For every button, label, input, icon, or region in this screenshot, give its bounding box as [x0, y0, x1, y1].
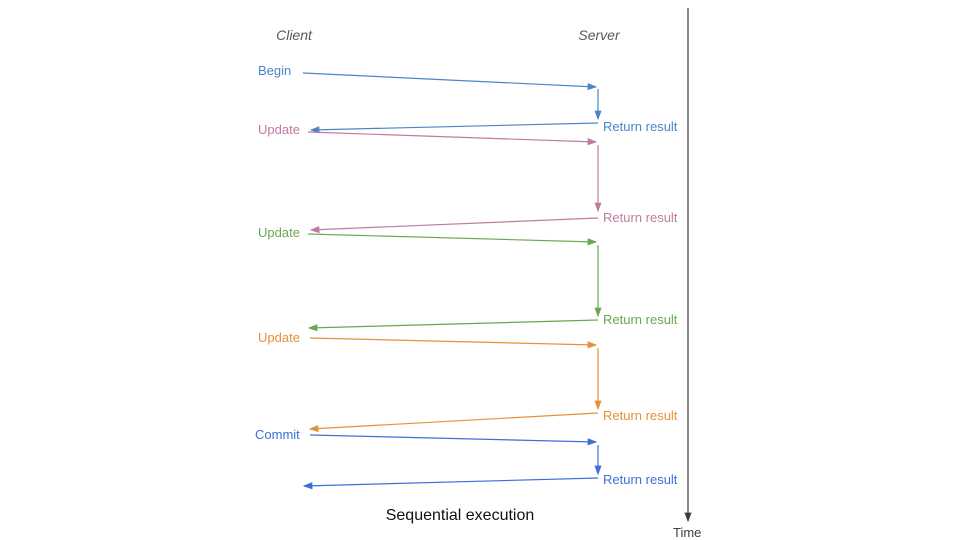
return-arrow [309, 217, 599, 234]
message-group-update-1: Update Return result [258, 122, 678, 234]
response-label: Return result [603, 408, 678, 423]
server-column-header: Server [578, 27, 621, 43]
message-group-update-2: Update Return result [258, 225, 678, 332]
return-arrow [308, 412, 599, 433]
return-arrow [307, 319, 599, 332]
response-label: Return result [603, 472, 678, 487]
request-label: Update [258, 122, 300, 137]
request-label: Commit [255, 427, 300, 442]
message-group-update-3: Update Return result [258, 330, 678, 433]
request-arrow [309, 434, 598, 446]
request-label: Begin [258, 63, 291, 78]
request-arrow [309, 337, 598, 349]
request-arrow [307, 131, 598, 146]
response-label: Return result [603, 210, 678, 225]
time-axis-label: Time [673, 525, 701, 540]
request-arrow [307, 233, 598, 246]
message-group-begin: Begin Return result [258, 63, 678, 134]
response-label: Return result [603, 119, 678, 134]
diagram-title: Sequential execution [386, 507, 535, 524]
return-arrow [302, 477, 599, 490]
client-column-header: Client [276, 27, 313, 43]
request-label: Update [258, 330, 300, 345]
response-label: Return result [603, 312, 678, 327]
request-arrow [302, 72, 598, 91]
return-arrow [309, 122, 599, 134]
request-label: Update [258, 225, 300, 240]
message-group-commit: Commit Return result [255, 427, 678, 490]
